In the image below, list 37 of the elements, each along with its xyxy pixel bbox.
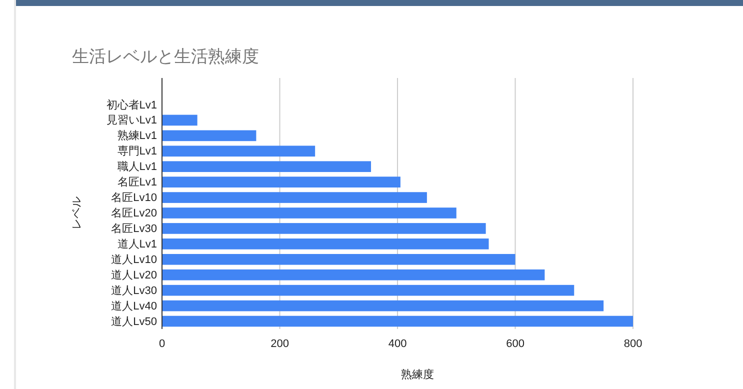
y-tick-label: 道人Lv30 <box>111 284 157 297</box>
bar <box>162 161 372 172</box>
x-tick-label: 400 <box>388 338 407 350</box>
y-tick-label: 道人Lv10 <box>111 254 157 266</box>
x-tick-label: 200 <box>270 338 289 350</box>
bar <box>162 284 574 296</box>
bar <box>162 238 489 250</box>
y-tick-label: 道人Lv1 <box>117 238 157 250</box>
bar <box>162 269 545 280</box>
bar <box>162 223 486 234</box>
bar <box>162 130 256 142</box>
bar <box>162 114 198 126</box>
x-tick-label: 800 <box>624 338 642 350</box>
bar <box>162 316 633 327</box>
bar <box>162 300 604 312</box>
y-tick-label: 道人Lv40 <box>111 300 157 312</box>
x-tick-label: 600 <box>506 338 524 350</box>
y-tick-label: 職人Lv1 <box>117 160 157 174</box>
y-tick-label: 名匠Lv10 <box>111 192 157 204</box>
y-tick-label: 初心者Lv1 <box>106 98 157 112</box>
bar <box>162 146 316 157</box>
bar <box>162 254 516 265</box>
x-axis-title: 熟練度 <box>401 368 434 381</box>
y-tick-label: 道人Lv20 <box>111 269 157 282</box>
bar <box>162 208 456 218</box>
bar <box>162 192 427 203</box>
y-tick-label: 名匠Lv1 <box>117 176 157 189</box>
y-tick-label: 名匠Lv20 <box>111 208 157 220</box>
bar <box>162 176 400 188</box>
y-tick-label: 名匠Lv30 <box>111 222 157 235</box>
y-tick-label: 熟練Lv1 <box>117 129 157 142</box>
chart-title: 生活レベルと生活熟練度 <box>72 47 259 67</box>
y-tick-label: 専門Lv1 <box>117 144 157 158</box>
y-tick-label: 見習いLv1 <box>106 114 157 127</box>
x-tick-label: 0 <box>158 338 166 350</box>
y-tick-label: 道人Lv50 <box>111 316 157 328</box>
y-axis-title: レベル <box>70 196 83 230</box>
